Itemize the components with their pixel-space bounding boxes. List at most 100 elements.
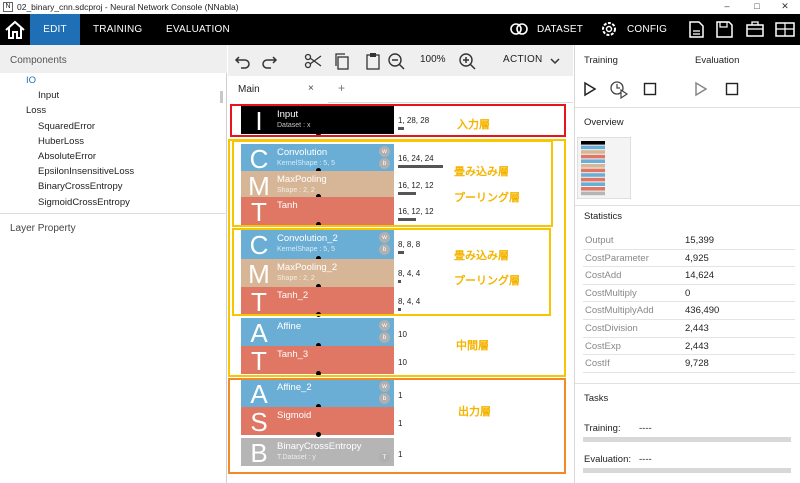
weight-badge[interactable]: w bbox=[379, 232, 390, 243]
stat-key: CostMultiplyAdd bbox=[585, 305, 654, 317]
annotation-input: 入力層 bbox=[457, 119, 490, 131]
layer-maxpooling-2[interactable]: M MaxPooling_2 Shape : 2, 2 bbox=[241, 259, 394, 287]
connector-dot[interactable] bbox=[316, 131, 321, 136]
component-item-input[interactable]: Input bbox=[38, 90, 60, 102]
layer-name: Affine bbox=[277, 321, 302, 332]
layer-binarycrossentropy[interactable]: B BinaryCrossEntropy T.Dataset : y T bbox=[241, 438, 394, 466]
run-training-icon[interactable] bbox=[583, 81, 597, 97]
component-item-binarycrossentropy[interactable]: BinaryCrossEntropy bbox=[38, 181, 123, 193]
action-menu[interactable]: ACTION bbox=[503, 54, 543, 65]
redo-icon[interactable] bbox=[259, 51, 279, 71]
stat-divider bbox=[583, 318, 795, 320]
connector-dot[interactable] bbox=[316, 256, 321, 261]
bias-badge[interactable]: b bbox=[379, 332, 390, 343]
component-item-io[interactable]: IO bbox=[26, 75, 37, 86]
target-badge[interactable]: T bbox=[379, 452, 390, 463]
stat-key: CostExp bbox=[585, 340, 621, 352]
stat-divider bbox=[583, 266, 795, 268]
dataset-button[interactable]: DATASET bbox=[537, 24, 584, 35]
bias-badge[interactable]: b bbox=[379, 158, 390, 169]
component-item-squarederror[interactable]: SquaredError bbox=[38, 120, 96, 132]
close-tab-icon[interactable]: × bbox=[308, 83, 314, 94]
weight-badge[interactable]: w bbox=[379, 320, 390, 331]
connector-dot[interactable] bbox=[316, 284, 321, 289]
layer-maxpooling[interactable]: M MaxPooling Shape : 2, 2 bbox=[241, 171, 394, 197]
bias-badge[interactable]: b bbox=[379, 244, 390, 255]
network-icon[interactable] bbox=[772, 14, 798, 45]
layer-tanh-2[interactable]: T Tanh_2 bbox=[241, 287, 394, 315]
network-canvas[interactable]: I Input Dataset : x 1, 28, 28 C Convolution Ke… bbox=[228, 104, 573, 483]
cut-icon[interactable] bbox=[303, 51, 323, 71]
connector-dot[interactable] bbox=[316, 343, 321, 348]
weight-badge[interactable]: w bbox=[379, 381, 390, 392]
minimize-icon[interactable]: – bbox=[724, 1, 730, 11]
minimap-layer-block bbox=[581, 191, 605, 196]
config-button[interactable]: CONFIG bbox=[627, 24, 668, 35]
layer-tanh-3[interactable]: T Tanh_3 bbox=[241, 346, 394, 374]
tab-training[interactable]: TRAINING bbox=[93, 24, 143, 35]
connector-dot[interactable] bbox=[316, 371, 321, 376]
overview-minimap[interactable] bbox=[577, 137, 631, 199]
layer-input[interactable]: I Input Dataset : x bbox=[241, 106, 394, 134]
stop-evaluation-icon[interactable] bbox=[725, 82, 739, 96]
paste-icon[interactable] bbox=[363, 51, 383, 71]
bias-badge[interactable]: b bbox=[379, 393, 390, 404]
dataset-icon[interactable] bbox=[506, 14, 532, 45]
minimap-layer-block bbox=[581, 141, 605, 145]
gear-icon[interactable] bbox=[596, 14, 622, 45]
output-size-bar bbox=[398, 165, 443, 168]
undo-icon[interactable] bbox=[233, 51, 253, 71]
output-shape-label: 10 bbox=[398, 330, 407, 339]
component-item-loss[interactable]: Loss bbox=[26, 105, 47, 117]
minimap-layer-block bbox=[581, 182, 605, 186]
stop-training-icon[interactable] bbox=[643, 82, 657, 96]
connector-dot[interactable] bbox=[316, 222, 321, 227]
evaluation-progress-bar bbox=[583, 468, 791, 473]
components-scrollbar[interactable] bbox=[220, 91, 223, 103]
tab-evaluation[interactable]: EVALUATION bbox=[166, 24, 230, 35]
resume-training-icon[interactable] bbox=[609, 79, 629, 99]
connector-dot[interactable] bbox=[316, 168, 321, 173]
save-icon[interactable] bbox=[711, 14, 737, 45]
components-list: IO Input Loss SquaredError HuberLoss Absolute… bbox=[0, 73, 220, 210]
component-item-absoluteerror[interactable]: AbsoluteError bbox=[38, 150, 97, 162]
layer-tanh[interactable]: T Tanh bbox=[241, 197, 394, 225]
tab-edit[interactable]: EDIT bbox=[30, 14, 80, 45]
left-panel: Components IO Input Loss SquaredError HuberL… bbox=[0, 45, 227, 483]
copy-icon[interactable] bbox=[332, 51, 352, 71]
zoom-in-icon[interactable] bbox=[457, 51, 477, 71]
minimap-layer-block bbox=[581, 177, 605, 182]
connector-dot[interactable] bbox=[316, 432, 321, 437]
chevron-down-icon[interactable] bbox=[549, 51, 561, 71]
layer-type-letter: C bbox=[249, 144, 269, 171]
new-file-icon[interactable] bbox=[683, 14, 709, 45]
connector-dot[interactable] bbox=[316, 194, 321, 199]
component-item-epsiloninsensitiveloss[interactable]: EpsilonInsensitiveLoss bbox=[38, 166, 135, 178]
minimap-layer-block bbox=[581, 159, 605, 163]
component-item-sigmoidcrossentropy[interactable]: SigmoidCrossEntropy bbox=[38, 196, 130, 208]
component-item-huberloss[interactable]: HuberLoss bbox=[38, 135, 84, 147]
layer-type-letter: A bbox=[250, 318, 268, 346]
stat-row: CostMultiplyAdd 436,490 bbox=[575, 302, 800, 320]
minimap-layer-block bbox=[581, 173, 605, 177]
close-window-icon[interactable]: ✕ bbox=[781, 1, 789, 11]
connector-dot[interactable] bbox=[316, 404, 321, 409]
layer-sigmoid[interactable]: S Sigmoid bbox=[241, 407, 394, 435]
briefcase-icon[interactable] bbox=[742, 14, 768, 45]
layer-name: Input bbox=[277, 109, 299, 120]
maximize-icon[interactable]: □ bbox=[754, 1, 760, 11]
zoom-out-icon[interactable] bbox=[386, 51, 406, 71]
stat-row: Output 15,399 bbox=[575, 232, 800, 250]
run-evaluation-icon[interactable] bbox=[694, 81, 708, 97]
layer-affine-2[interactable]: A Affine_2 w b bbox=[241, 379, 394, 407]
layer-affine[interactable]: A Affine w b bbox=[241, 318, 394, 346]
weight-badge[interactable]: w bbox=[379, 146, 390, 157]
home-icon[interactable] bbox=[0, 14, 30, 45]
output-size-bar bbox=[398, 308, 401, 311]
task-evaluation-value: ---- bbox=[639, 454, 652, 465]
tab-main[interactable]: Main × bbox=[228, 76, 328, 103]
add-tab-button[interactable]: + bbox=[338, 81, 346, 95]
layer-name: Sigmoid bbox=[277, 410, 312, 421]
